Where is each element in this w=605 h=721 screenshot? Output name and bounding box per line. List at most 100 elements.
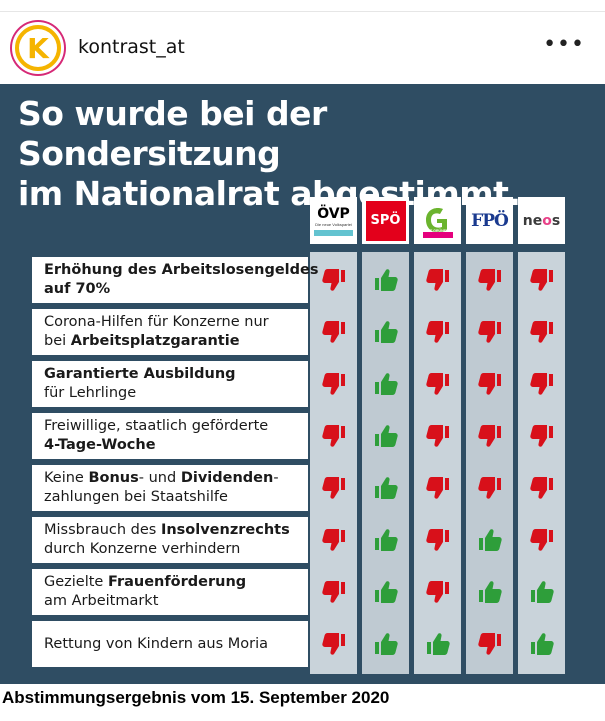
motion-label-text: - und: [138, 470, 181, 486]
avatar[interactable]: K: [12, 22, 64, 74]
motion-label-line: 4-Tage-Woche: [44, 436, 308, 455]
thumbs-down-icon: [466, 621, 513, 667]
thumbs-down-icon: [310, 361, 357, 407]
motion-label: Gezielte Frauenförderung am Arbeitmarkt: [32, 569, 308, 615]
thumbs-down-icon: [518, 517, 565, 563]
thumbs-down-icon: [414, 517, 461, 563]
thumbs-down-icon: [518, 465, 565, 511]
thumbs-down-icon: [414, 413, 461, 459]
thumbs-up-icon: [362, 569, 409, 615]
party-logo-neos: neos: [518, 197, 565, 244]
thumbs-down-icon: [466, 309, 513, 355]
motion-label-text: Dividenden: [180, 470, 274, 486]
party-sublabel: Die neue Volkspartei: [315, 221, 352, 227]
party-logo-spoe: SPÖ: [362, 197, 409, 244]
thumbs-down-icon: [310, 309, 357, 355]
thumbs-down-icon: [414, 569, 461, 615]
motion-label-text: 4-Tage-Woche: [44, 437, 156, 453]
thumbs-down-icon: [414, 361, 461, 407]
party-label: ÖVP: [317, 205, 350, 222]
motion-label-text: am Arbeitmarkt: [44, 593, 159, 609]
thumbs-down-icon: [518, 413, 565, 459]
thumbs-up-icon: [414, 621, 461, 667]
spoe-logo-icon: SPÖ: [365, 200, 406, 241]
motion-label-text: Erhöhung des Arbeitslosengeldes: [44, 262, 319, 278]
thumbs-down-icon: [466, 413, 513, 459]
motion-label-text: Insolvenzrechts: [160, 522, 290, 538]
motion-label-text: durch Konzerne verhindern: [44, 541, 241, 557]
avatar-logo-icon: K: [19, 29, 57, 67]
thumbs-up-icon: [518, 621, 565, 667]
thumbs-down-icon: [466, 465, 513, 511]
motion-label-text: Gezielte: [44, 574, 108, 590]
motion-label-text: Arbeitsplatzgarantie: [70, 333, 240, 349]
motion-label-line: zahlungen bei Staatshilfe: [44, 488, 308, 507]
thumbs-down-icon: [310, 517, 357, 563]
thumbs-down-icon: [414, 465, 461, 511]
motion-label-line: Garantierte Ausbildung: [44, 365, 308, 384]
thumbs-down-icon: [310, 621, 357, 667]
motion-label-line: am Arbeitmarkt: [44, 592, 308, 611]
party-logo-fpoe: FPÖ: [466, 197, 513, 244]
party-logo-gruene: DIE GRÜNEN: [414, 197, 461, 244]
thumbs-up-icon: [466, 569, 513, 615]
thumbs-up-icon: [362, 257, 409, 303]
motion-label-line: bei Arbeitsplatzgarantie: [44, 332, 308, 351]
motion-label-line: Corona-Hilfen für Konzerne nur: [44, 313, 308, 332]
thumbs-up-icon: [362, 413, 409, 459]
thumbs-down-icon: [414, 257, 461, 303]
caption: Abstimmungsergebnis vom 15. September 20…: [2, 688, 390, 707]
motion-label: Rettung von Kindern aus Moria: [32, 621, 308, 667]
fpoe-logo-icon: FPÖ: [471, 210, 509, 231]
thumbs-up-icon: [362, 465, 409, 511]
headline: So wurde bei der Sondersitzung im Nation…: [18, 94, 588, 214]
motion-label-text: Rettung von Kindern aus Moria: [44, 635, 269, 652]
motion-label-line: Freiwillige, staatlich geförderte: [44, 417, 308, 436]
top-strip: [0, 0, 605, 12]
motion-label-text: Frauenförderung: [107, 574, 247, 590]
thumbs-down-icon: [414, 309, 461, 355]
thumbs-down-icon: [518, 309, 565, 355]
motion-label-text: für Lehrlinge: [44, 385, 137, 401]
motion-label-line: Missbrauch des Insolvenzrechts: [44, 521, 308, 540]
thumbs-down-icon: [466, 257, 513, 303]
headline-line: So wurde bei der Sondersitzung: [18, 94, 327, 173]
motion-label: Corona-Hilfen für Konzerne nur bei Arbeit…: [32, 309, 308, 355]
thumbs-down-icon: [310, 257, 357, 303]
oevp-logo-icon: ÖVP Die neue Volkspartei: [314, 205, 353, 236]
party-logo-oevp: ÖVP Die neue Volkspartei: [310, 197, 357, 244]
post-image: So wurde bei der Sondersitzung im Nation…: [0, 84, 605, 684]
thumbs-down-icon: [310, 413, 357, 459]
motion-label-line: Erhöhung des Arbeitslosengeldes: [44, 261, 319, 280]
more-options-icon[interactable]: •••: [543, 32, 585, 57]
thumbs-up-icon: [362, 517, 409, 563]
thumbs-up-icon: [362, 621, 409, 667]
thumbs-up-icon: [362, 309, 409, 355]
motion-label-line: Rettung von Kindern aus Moria: [44, 635, 308, 654]
thumbs-up-icon: [466, 517, 513, 563]
gruene-logo-icon: [417, 200, 458, 241]
motion-label-text: -: [273, 470, 279, 486]
motion-label-text: Missbrauch des: [44, 522, 161, 538]
thumbs-up-icon: [518, 569, 565, 615]
post-header: K kontrast_at •••: [0, 12, 605, 84]
motion-label-line: Gezielte Frauenförderung: [44, 573, 308, 592]
motion-label-text: Bonus: [88, 470, 139, 486]
thumbs-down-icon: [466, 361, 513, 407]
party-label: DIE GRÜNEN: [426, 229, 449, 233]
motion-label-text: Corona-Hilfen für Konzerne nur: [44, 314, 269, 330]
motion-label: Erhöhung des Arbeitslosengeldes auf 70%: [32, 257, 319, 303]
motion-label-line: Keine Bonus- und Dividenden-: [44, 469, 308, 488]
motion-label-text: Freiwillige, staatlich geförderte: [44, 418, 269, 434]
post-username[interactable]: kontrast_at: [78, 36, 185, 58]
motion-label-line: durch Konzerne verhindern: [44, 540, 308, 559]
motion-label: Garantierte Ausbildung für Lehrlinge: [32, 361, 308, 407]
motion-label-line: auf 70%: [44, 280, 308, 299]
motion-label-text: bei: [44, 333, 71, 349]
motion-label: Keine Bonus- und Dividenden-zahlungen be…: [32, 465, 308, 511]
thumbs-up-icon: [362, 361, 409, 407]
thumbs-down-icon: [310, 465, 357, 511]
thumbs-down-icon: [518, 361, 565, 407]
motion-label: Freiwillige, staatlich geförderte 4-Tage-…: [32, 413, 308, 459]
motion-label-text: Keine: [44, 470, 89, 486]
